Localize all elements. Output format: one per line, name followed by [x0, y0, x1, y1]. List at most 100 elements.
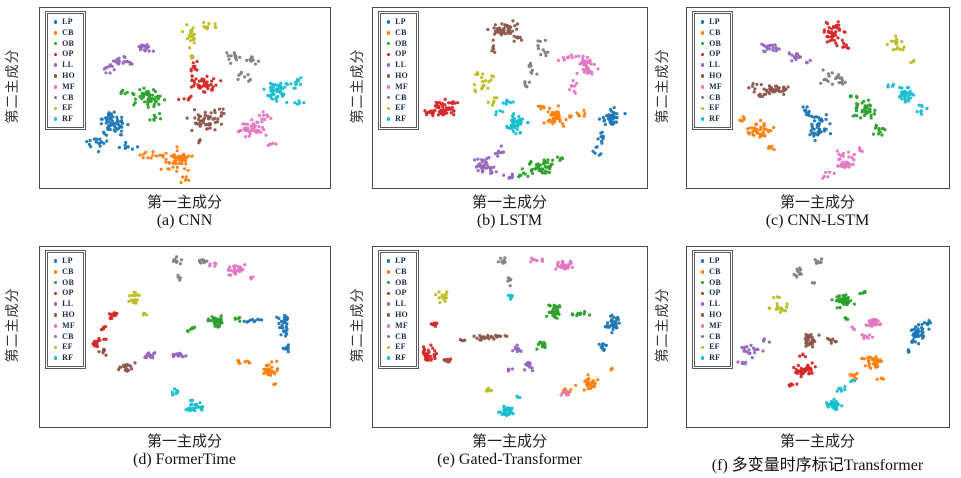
legend-label: HO	[709, 310, 722, 319]
legend-marker-icon	[386, 291, 391, 296]
legend-label: HO	[395, 310, 408, 319]
legend-marker-icon	[53, 52, 58, 57]
legend-item-ll: LL	[700, 300, 722, 308]
plot-area-cnn: LP CB OB OP LL HO MF CB EF RF	[38, 7, 331, 189]
legend-marker-icon	[700, 41, 705, 46]
legend-label: OP	[395, 288, 407, 298]
plot-area-gated-transformer: LP CB OB OP LL HO MF CB EF RF	[371, 246, 648, 428]
scatter-points-gated-transformer	[421, 256, 621, 418]
panel-a-cnn: 第二主成分 LP CB OB OP LL HO MF CB EF RF 第一主成分 (a) CNN	[0, 0, 345, 239]
legend-item-cb: CB	[53, 28, 75, 37]
plot-area-formertime: LP CB OB OP LL HO MF CB EF RF	[38, 246, 331, 428]
x-axis-label: 第一主成分	[779, 195, 855, 211]
legend-item-mf: MF	[700, 321, 722, 330]
legend-marker-icon	[700, 52, 705, 57]
scatter-points-mvts-tag-transformer	[735, 257, 932, 412]
legend-label: HO	[395, 71, 408, 80]
legend-box: LP CB OB OP LL HO MF CB EF RF	[376, 249, 420, 370]
legend-box: LP CB OB OP LL HO MF CB EF RF	[690, 10, 734, 131]
legend-label: OB	[709, 38, 722, 48]
legend-marker-icon	[700, 270, 705, 274]
legend-item-op: OP	[700, 289, 722, 297]
legend-marker-icon	[700, 117, 705, 121]
legend-item-lp: LP	[53, 256, 75, 266]
legend-marker-icon	[53, 20, 58, 24]
legend-label: OP	[709, 49, 721, 59]
legend-marker-icon	[53, 345, 58, 350]
legend-label: CB	[709, 331, 721, 341]
legend-label: HO	[62, 310, 75, 319]
legend-item-ef: EF	[53, 343, 75, 351]
legend-label: CB	[395, 27, 407, 37]
legend-marker-icon	[386, 31, 391, 35]
legend-label: RF	[709, 353, 721, 363]
legend-item-cb: CB	[53, 92, 75, 102]
legend-marker-icon	[53, 313, 58, 317]
legend-marker-icon	[53, 291, 58, 296]
legend-item-mf: MF	[53, 82, 75, 91]
legend-item-ho: HO	[386, 71, 408, 80]
legend-label: LL	[62, 60, 74, 70]
legend-marker-icon	[700, 313, 705, 317]
legend-marker-icon	[53, 31, 58, 35]
legend-marker-icon	[53, 334, 58, 339]
legend-item-ho: HO	[53, 72, 75, 80]
plot-area-cnn-lstm: LP CB OB OP LL HO MF CB EF RF	[685, 7, 950, 189]
legend-marker-icon	[700, 291, 705, 296]
legend-label: RF	[395, 114, 407, 124]
legend-label: OB	[62, 38, 75, 48]
legend-marker-icon	[53, 323, 58, 328]
legend-marker-icon	[386, 84, 391, 89]
legend-marker-icon	[700, 106, 705, 111]
legend-label: OP	[62, 49, 74, 59]
legend-marker-icon	[700, 356, 705, 360]
legend-marker-icon	[700, 323, 705, 328]
legend-marker-icon	[386, 356, 391, 360]
legend-item-ho: HO	[386, 310, 408, 319]
legend-marker-icon	[53, 95, 58, 100]
legend-marker-icon	[53, 84, 58, 89]
legend-item-ob: OB	[700, 278, 722, 287]
legend-marker-icon	[386, 280, 391, 285]
legend-marker-icon	[53, 280, 58, 285]
legend-item-mf: MF	[386, 320, 408, 330]
legend-marker-icon	[700, 84, 705, 89]
legend-item-ho: HO	[53, 310, 75, 319]
legend-marker-icon	[700, 63, 705, 68]
subplot-caption: (c) CNN-LSTM	[765, 212, 870, 229]
legend-item-lp: LP	[386, 257, 408, 265]
legend-item-op: OP	[53, 289, 75, 297]
legend-label: EF	[709, 103, 720, 113]
legend-label: HO	[709, 71, 722, 80]
legend-item-rf: RF	[53, 354, 75, 362]
legend-item-mf: MF	[386, 81, 408, 91]
legend-marker-icon	[386, 117, 391, 121]
legend-label: CB	[709, 27, 721, 37]
legend-label: EF	[395, 342, 406, 352]
legend-label: MF	[395, 320, 408, 330]
scatter-points-formertime	[90, 255, 290, 413]
legend-marker-icon	[53, 270, 58, 274]
legend-item-rf: RF	[53, 115, 75, 123]
legend-label: LL	[395, 60, 407, 70]
legend-label: EF	[395, 103, 406, 113]
legend-label: OB	[62, 277, 75, 287]
legend-item-cb: CB	[700, 331, 722, 341]
legend-label: MF	[395, 81, 408, 91]
legend-item-cb: CB	[386, 27, 408, 37]
panel-f-mvts-tag-transformer: 第二主成分 LP CB OB OP LL HO MF CB EF RF 第一主成分 (f) 多变量…	[650, 239, 961, 478]
y-axis-label: 第二主成分	[656, 48, 671, 124]
legend-marker-icon	[700, 74, 705, 78]
legend-label: LP	[62, 256, 73, 266]
legend-label: RF	[709, 114, 721, 124]
legend-label: CB	[62, 92, 74, 102]
legend-item-ob: OB	[53, 38, 75, 48]
y-axis-label: 第二主成分	[351, 287, 366, 363]
legend-item-rf: RF	[386, 114, 408, 124]
x-axis-label: 第一主成分	[146, 195, 222, 211]
plot-area-lstm: LP CB OB OP LL HO MF CB EF RF	[371, 7, 648, 189]
legend-item-ob: OB	[386, 278, 408, 287]
legend-item-cb: CB	[700, 27, 722, 37]
legend-item-op: OP	[386, 50, 408, 58]
